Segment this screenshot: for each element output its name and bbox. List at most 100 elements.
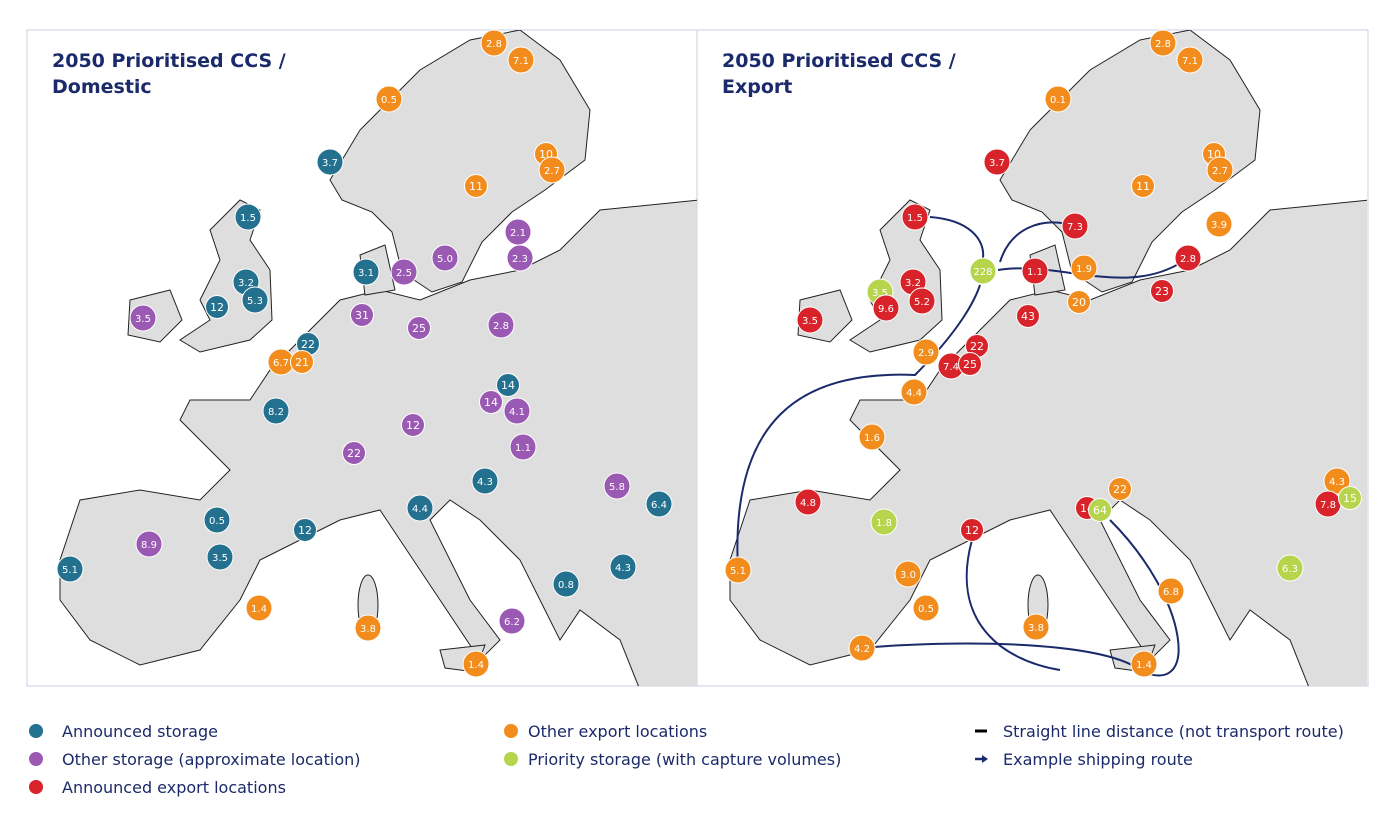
marker-label: 6.8 bbox=[1163, 587, 1179, 598]
marker: 0.5 bbox=[203, 506, 231, 534]
marker: 7.8 bbox=[1314, 490, 1342, 518]
marker-dot bbox=[538, 156, 566, 184]
marker: 64 bbox=[1088, 498, 1112, 522]
marker-label: 25 bbox=[963, 358, 977, 371]
marker-dot bbox=[912, 338, 940, 366]
marker: 5.1 bbox=[56, 555, 84, 583]
marker: 11 bbox=[464, 174, 488, 198]
marker-dot bbox=[969, 257, 997, 285]
marker: 0.5 bbox=[375, 85, 403, 113]
marker-dot bbox=[983, 148, 1011, 176]
marker: 3.8 bbox=[354, 614, 382, 642]
marker: 1.1 bbox=[509, 433, 537, 461]
marker: 14 bbox=[479, 390, 503, 414]
marker-dot bbox=[901, 203, 929, 231]
marker-label: 1.5 bbox=[907, 213, 923, 224]
marker-label: 21 bbox=[295, 356, 309, 369]
marker-label: 3.7 bbox=[322, 158, 338, 169]
marker-dot bbox=[1131, 174, 1155, 198]
marker-dot bbox=[206, 543, 234, 571]
marker: 1.9 bbox=[1070, 254, 1098, 282]
legend-label: Priority storage (with capture volumes) bbox=[528, 750, 841, 769]
marker-label: 7.8 bbox=[1320, 500, 1336, 511]
marker-label: 4.4 bbox=[906, 388, 922, 399]
marker: 6.2 bbox=[498, 607, 526, 635]
marker: 43 bbox=[1016, 304, 1040, 328]
marker-dot bbox=[1044, 85, 1072, 113]
marker-label: 3.5 bbox=[135, 314, 151, 325]
marker-dot bbox=[894, 560, 922, 588]
marker-dot bbox=[1130, 650, 1158, 678]
marker: 2.9 bbox=[912, 338, 940, 366]
marker-dot bbox=[462, 650, 490, 678]
marker-label: 1.4 bbox=[468, 660, 484, 671]
marker-label: 12 bbox=[298, 524, 312, 537]
marker-label: 5.1 bbox=[62, 565, 78, 576]
marker: 1.6 bbox=[858, 423, 886, 451]
marker: 4.3 bbox=[609, 553, 637, 581]
marker-dot bbox=[848, 634, 876, 662]
marker: 3.0 bbox=[894, 560, 922, 588]
marker: 1.8 bbox=[870, 508, 898, 536]
marker: 7.1 bbox=[1176, 46, 1204, 74]
marker-dot bbox=[56, 555, 84, 583]
marker-label: 7.3 bbox=[1067, 222, 1083, 233]
marker-dot bbox=[350, 303, 374, 327]
marker-dot bbox=[342, 441, 366, 465]
marker: 12 bbox=[401, 413, 425, 437]
marker-label: 1.5 bbox=[240, 213, 256, 224]
marker-label: 1.9 bbox=[1076, 264, 1092, 275]
marker-label: 22 bbox=[1113, 483, 1127, 496]
marker-dot bbox=[487, 311, 515, 339]
marker: 4.4 bbox=[900, 378, 928, 406]
marker: 14 bbox=[496, 373, 520, 397]
marker-label: 5.1 bbox=[730, 566, 746, 577]
marker-dot bbox=[509, 433, 537, 461]
marker: 2.7 bbox=[1206, 156, 1234, 184]
marker-label: 12 bbox=[406, 419, 420, 432]
marker: 4.2 bbox=[848, 634, 876, 662]
legend-label: Example shipping route bbox=[1003, 750, 1193, 769]
marker-dot bbox=[406, 494, 434, 522]
marker-dot bbox=[316, 148, 344, 176]
marker-dot bbox=[900, 378, 928, 406]
marker-label: 64 bbox=[1093, 504, 1107, 517]
marker-dot bbox=[205, 295, 229, 319]
marker: 3.8 bbox=[1022, 613, 1050, 641]
marker: 22 bbox=[1108, 477, 1132, 501]
marker: 0.8 bbox=[552, 570, 580, 598]
marker: 5.0 bbox=[431, 244, 459, 272]
marker: 2.8 bbox=[1149, 29, 1177, 57]
marker: 3.5 bbox=[206, 543, 234, 571]
marker-label: 43 bbox=[1021, 310, 1035, 323]
legend-dot bbox=[29, 780, 43, 794]
marker-label: 7.1 bbox=[513, 56, 529, 67]
legend-arrowhead bbox=[982, 755, 988, 763]
marker-dot bbox=[354, 614, 382, 642]
marker-dot bbox=[724, 556, 752, 584]
marker-dot bbox=[262, 397, 290, 425]
marker-dot bbox=[479, 390, 503, 414]
marker-dot bbox=[1070, 254, 1098, 282]
marker-dot bbox=[1338, 486, 1362, 510]
marker-dot bbox=[1205, 210, 1233, 238]
marker: 8.9 bbox=[135, 530, 163, 558]
marker: 20 bbox=[1067, 290, 1091, 314]
marker-dot bbox=[431, 244, 459, 272]
marker-dot bbox=[234, 203, 262, 231]
marker-label: 22 bbox=[970, 340, 984, 353]
marker-label: 1.1 bbox=[515, 443, 531, 454]
panel-title: 2050 Prioritised CCS / Domestic bbox=[52, 50, 286, 98]
marker-dot bbox=[375, 85, 403, 113]
marker-dot bbox=[401, 413, 425, 437]
marker-label: 4.3 bbox=[477, 477, 493, 488]
marker-dot bbox=[407, 316, 431, 340]
marker-dot bbox=[1150, 279, 1174, 303]
marker-dot bbox=[1021, 257, 1049, 285]
marker-label: 20 bbox=[1072, 296, 1086, 309]
marker-label: 14 bbox=[484, 396, 498, 409]
marker-dot bbox=[794, 488, 822, 516]
marker-label: 4.3 bbox=[1329, 477, 1345, 488]
marker: 2.8 bbox=[480, 29, 508, 57]
